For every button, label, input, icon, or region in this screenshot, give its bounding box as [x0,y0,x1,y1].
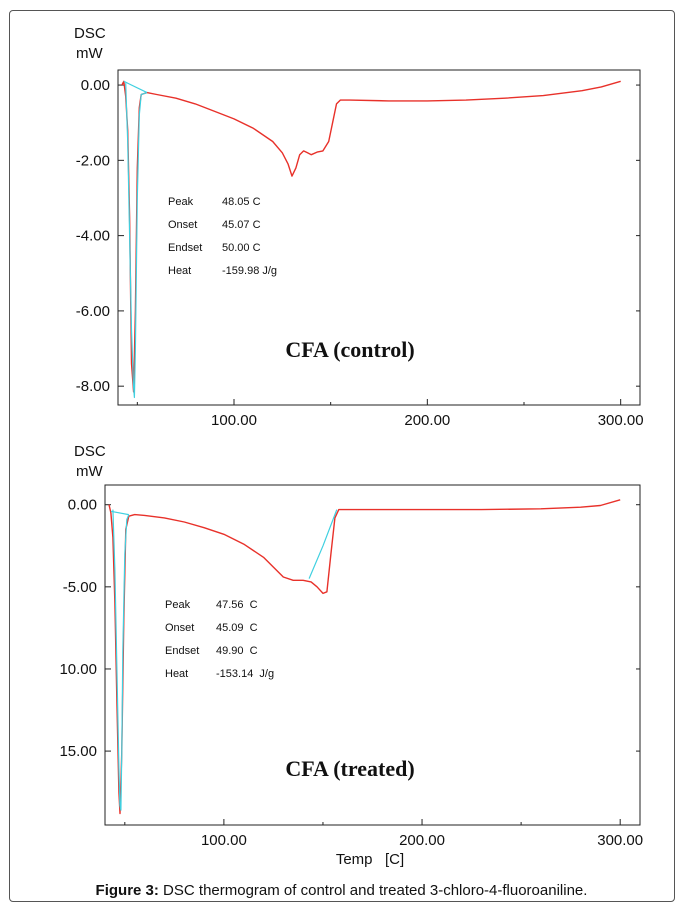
top-annotation-value: 48.05 C [222,196,261,208]
top-series-line-0 [121,80,621,393]
top-annotation-label: Onset [168,219,197,231]
bottom-y-unit-label: DSC [74,443,106,460]
top-annotation-label: Endset [168,242,202,254]
caption-label: Figure 3: [95,882,159,899]
top-plot-area [117,69,641,406]
top-y-axis-label: mW [76,45,103,62]
bottom-annotation-label: Heat [165,668,188,680]
caption-text: DSC thermogram of control and treated 3-… [158,882,588,899]
top-x-tick-label: 200.00 [404,412,450,429]
bottom-annotation-value: 45.09 C [216,622,258,634]
bottom-annotation-value: 47.56 C [216,599,258,611]
bottom-series-line-3 [308,509,338,579]
bottom-y-tick-label: 10.00 [59,661,97,678]
bottom-annotation-label: Onset [165,622,194,634]
top-sample-label: CFA (control) [285,337,414,362]
top-y-tick-label: -8.00 [76,378,110,395]
top-annotation-value: -159.98 J/g [222,265,277,277]
bottom-series-line-0 [108,499,621,815]
top-x-tick-label: 300.00 [598,412,644,429]
bottom-y-tick-label: -5.00 [63,579,97,596]
top-series-line-2 [123,80,148,94]
bottom-annotation-value: -153.14 J/g [216,668,274,680]
bottom-x-tick-label: 200.00 [399,832,445,849]
bottom-y-axis-label: mW [76,463,103,480]
bottom-annotation-label: Endset [165,645,199,657]
top-y-tick-label: -4.00 [76,228,110,245]
top-y-unit-label: DSC [74,25,106,42]
bottom-annotation-label: Peak [165,599,191,611]
bottom-series-line-2 [110,510,129,516]
bottom-annotation-value: 49.90 C [216,645,258,657]
top-annotation-value: 50.00 C [222,242,261,254]
top-y-tick-label: -2.00 [76,152,110,169]
top-annotation-value: 45.07 C [222,219,261,231]
bottom-series-line-1 [112,509,130,811]
bottom-y-tick-label: 15.00 [59,743,97,760]
figure-caption: Figure 3: DSC thermogram of control and … [0,882,683,899]
top-annotation-label: Peak [168,196,194,208]
bottom-x-axis-label: Temp [C] [336,851,404,868]
top-x-tick-label: 100.00 [211,412,257,429]
top-y-tick-label: 0.00 [81,77,110,94]
top-annotation-label: Heat [168,265,191,277]
figure-frame [9,10,675,902]
bottom-x-tick-label: 100.00 [201,832,247,849]
bottom-sample-label: CFA (treated) [285,756,414,781]
bottom-x-tick-label: 300.00 [597,832,643,849]
top-y-tick-label: -6.00 [76,303,110,320]
bottom-y-tick-label: 0.00 [68,497,97,514]
top-series-line-1 [125,83,148,399]
bottom-plot-area [104,484,641,826]
